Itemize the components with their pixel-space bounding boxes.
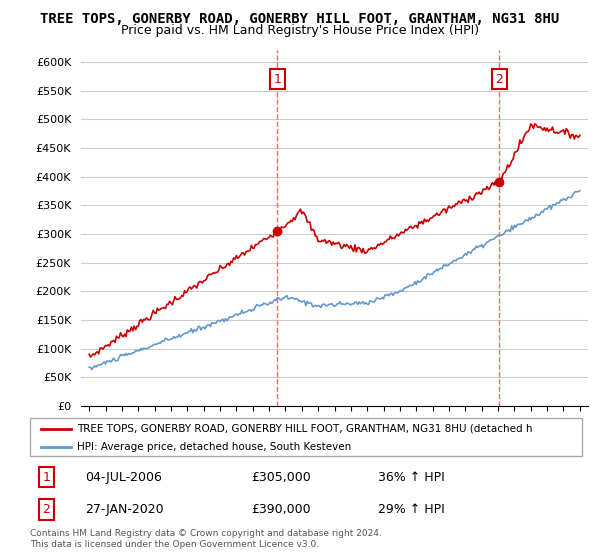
Text: 1: 1: [43, 471, 50, 484]
Text: 2: 2: [496, 73, 503, 86]
Text: £390,000: £390,000: [251, 503, 310, 516]
Text: Price paid vs. HM Land Registry's House Price Index (HPI): Price paid vs. HM Land Registry's House …: [121, 24, 479, 37]
Text: Contains HM Land Registry data © Crown copyright and database right 2024.: Contains HM Land Registry data © Crown c…: [30, 529, 382, 538]
Text: 2: 2: [43, 503, 50, 516]
Text: HPI: Average price, detached house, South Kesteven: HPI: Average price, detached house, Sout…: [77, 442, 351, 452]
Text: TREE TOPS, GONERBY ROAD, GONERBY HILL FOOT, GRANTHAM, NG31 8HU: TREE TOPS, GONERBY ROAD, GONERBY HILL FO…: [40, 12, 560, 26]
Text: TREE TOPS, GONERBY ROAD, GONERBY HILL FOOT, GRANTHAM, NG31 8HU (detached h: TREE TOPS, GONERBY ROAD, GONERBY HILL FO…: [77, 423, 532, 433]
Text: 29% ↑ HPI: 29% ↑ HPI: [378, 503, 445, 516]
FancyBboxPatch shape: [30, 418, 582, 456]
Text: 1: 1: [274, 73, 281, 86]
Text: 27-JAN-2020: 27-JAN-2020: [85, 503, 164, 516]
Text: £305,000: £305,000: [251, 471, 311, 484]
Text: 04-JUL-2006: 04-JUL-2006: [85, 471, 162, 484]
Text: This data is licensed under the Open Government Licence v3.0.: This data is licensed under the Open Gov…: [30, 540, 319, 549]
Text: 36% ↑ HPI: 36% ↑ HPI: [378, 471, 445, 484]
